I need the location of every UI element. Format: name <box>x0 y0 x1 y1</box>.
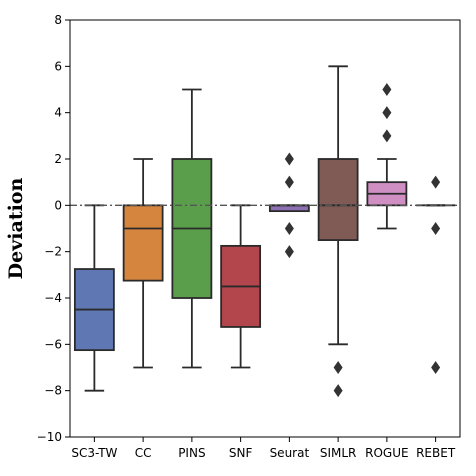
box <box>317 158 359 241</box>
y-tick-label: 4 <box>54 106 62 120</box>
x-tick-label: SNF <box>229 446 253 460</box>
outlier-point <box>382 83 392 96</box>
outlier-point <box>431 222 441 235</box>
y-tick-label: 8 <box>54 13 62 27</box>
outlier-point <box>284 222 294 235</box>
box-group-sc3-tw <box>73 204 115 392</box>
outlier-point <box>382 129 392 143</box>
outlier-point <box>333 361 343 374</box>
plot-frame <box>69 19 461 438</box>
x-tick-label: ROGUE <box>365 446 408 460</box>
y-tick-label: 6 <box>54 59 62 73</box>
outlier-point <box>382 106 392 120</box>
y-tick-label: −8 <box>44 384 62 398</box>
x-tick-label: SIMLR <box>320 446 357 460</box>
y-axis: −10 −8 −6 −4 −2 0 2 4 6 8 <box>37 13 70 444</box>
x-tick-label: PINS <box>178 446 205 460</box>
outlier-point <box>333 384 343 398</box>
y-axis-label: Deviation <box>5 178 27 280</box>
outlier-point <box>284 245 294 259</box>
box-group-seurat <box>268 152 310 259</box>
x-axis: SC3-TW CC PINS SNF Seurat SIMLR ROGUE REBET <box>71 437 456 460</box>
outlier-point <box>284 152 294 166</box>
x-tick-label: CC <box>135 446 152 460</box>
y-tick-label: 0 <box>54 198 62 212</box>
box <box>122 204 164 282</box>
box-group-simlr <box>317 65 359 398</box>
x-tick-label: SC3-TW <box>71 446 117 460</box>
y-tick-label: −10 <box>37 430 62 444</box>
outlier-point <box>431 175 441 189</box>
box-group-rogue <box>366 83 408 230</box>
outlier-point <box>431 361 441 374</box>
y-tick-label: −2 <box>44 245 62 259</box>
x-tick-label: Seurat <box>270 446 310 460</box>
y-tick-label: 2 <box>54 152 62 166</box>
box-group-snf <box>220 204 262 369</box>
plot-marks <box>73 65 456 398</box>
y-tick-label: −4 <box>44 291 62 305</box>
outlier-point <box>284 175 294 189</box>
box-group-cc <box>122 158 164 369</box>
x-tick-label: REBET <box>416 446 456 460</box>
y-tick-label: −6 <box>44 337 62 351</box>
box-group-pins <box>171 88 213 369</box>
